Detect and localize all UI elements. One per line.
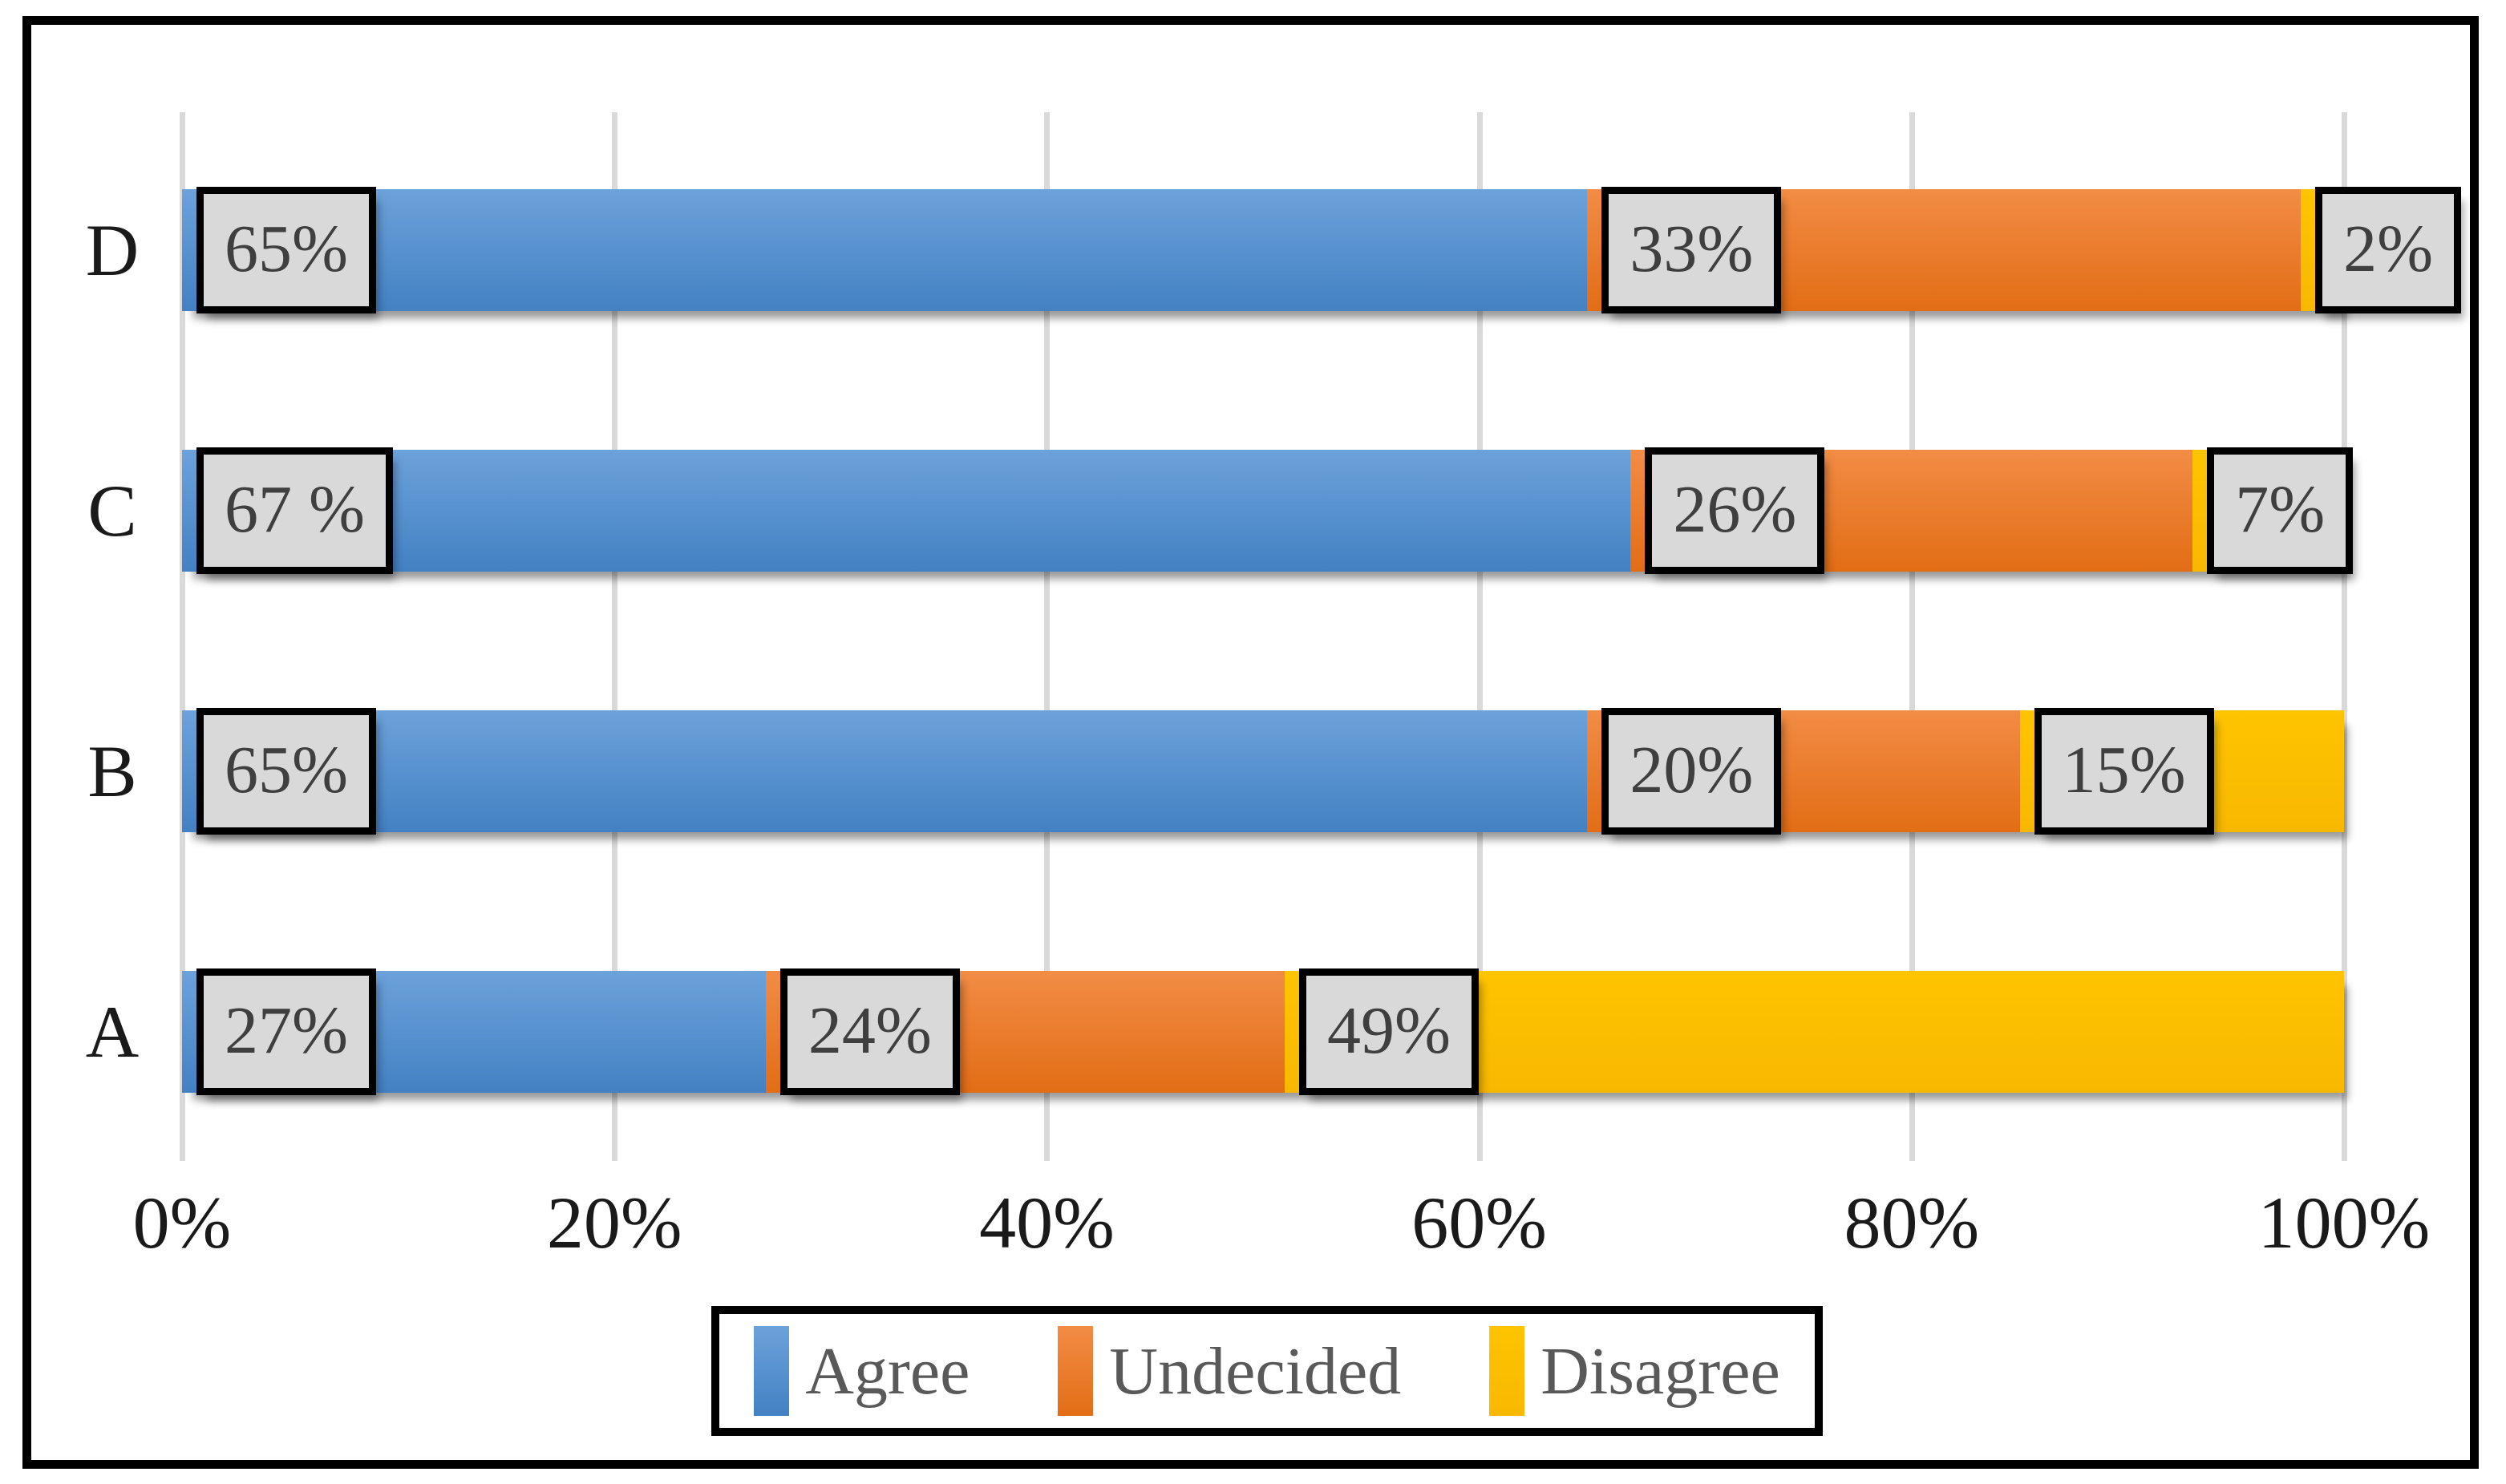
x-tick-label-20: 20% (546, 1182, 682, 1264)
legend: Agree Undecided Disagree (711, 1306, 1823, 1436)
legend-item-agree: Agree (754, 1326, 970, 1416)
data-label-C-disagree: 7% (2207, 447, 2354, 574)
gridline-40 (1044, 112, 1051, 1161)
data-label-B-undecided: 20% (1601, 708, 1782, 835)
bar-row-D (182, 189, 2344, 311)
category-label-D: D (85, 209, 140, 291)
data-label-D-agree: 65% (196, 187, 376, 313)
gridline-60 (1476, 112, 1483, 1161)
data-label-B-disagree: 15% (2034, 708, 2214, 835)
category-label-A: A (85, 991, 140, 1073)
category-label-B: B (87, 730, 137, 812)
legend-swatch-disagree-icon (1489, 1326, 1525, 1416)
data-label-D-undecided: 33% (1601, 187, 1782, 313)
gridline-0 (180, 112, 185, 1161)
bar-row-B (182, 710, 2344, 832)
bar-segment-C-agree (182, 450, 1631, 572)
data-label-A-disagree: 49% (1298, 968, 1479, 1095)
data-label-C-undecided: 26% (1645, 447, 1825, 574)
category-label-C: C (87, 470, 137, 552)
gridline-100 (2342, 112, 2347, 1161)
legend-item-undecided: Undecided (1058, 1326, 1401, 1416)
data-label-A-undecided: 24% (779, 968, 960, 1095)
x-tick-label-60: 60% (1411, 1182, 1547, 1264)
bar-segment-D-agree (182, 189, 1588, 311)
gridline-20 (612, 112, 618, 1161)
x-tick-label-80: 80% (1844, 1182, 1980, 1264)
legend-label-disagree: Disagree (1540, 1333, 1780, 1409)
x-tick-label-0: 0% (132, 1182, 232, 1264)
x-tick-label-100: 100% (2257, 1182, 2431, 1264)
legend-swatch-undecided-icon (1058, 1326, 1094, 1416)
bar-segment-B-agree (182, 710, 1588, 832)
legend-label-undecided: Undecided (1109, 1333, 1402, 1409)
gridline-80 (1909, 112, 1915, 1161)
data-label-D-disagree: 2% (2315, 187, 2462, 313)
bar-row-C (182, 450, 2344, 572)
legend-label-agree: Agree (805, 1333, 970, 1409)
bar-row-A (182, 971, 2344, 1093)
data-label-C-agree: 67 % (196, 447, 393, 574)
data-label-B-agree: 65% (196, 708, 376, 835)
data-label-A-agree: 27% (196, 968, 376, 1095)
legend-item-disagree: Disagree (1489, 1326, 1780, 1416)
x-tick-label-40: 40% (979, 1182, 1115, 1264)
legend-swatch-agree-icon (754, 1326, 790, 1416)
